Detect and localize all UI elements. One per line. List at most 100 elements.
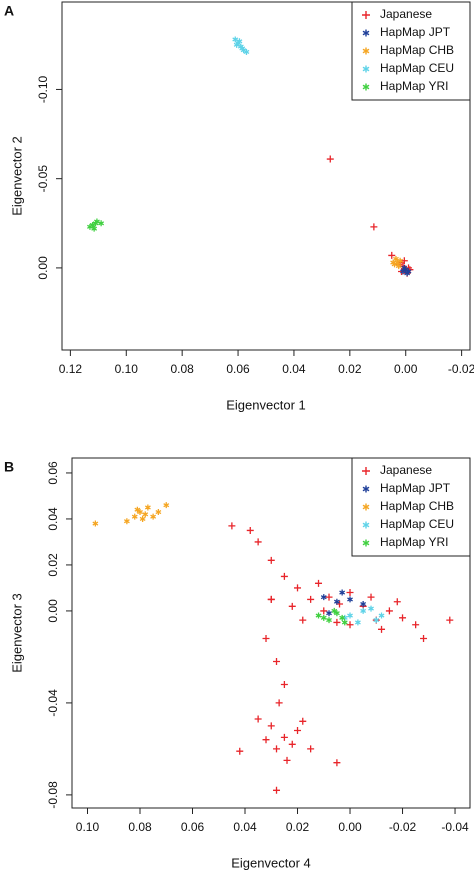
point (326, 617, 332, 624)
legend-label: Japanese (380, 463, 432, 477)
point (288, 602, 296, 610)
point (347, 596, 353, 603)
y-axis-title: Eigenvector 3 (9, 593, 24, 673)
point (155, 509, 162, 516)
legend-marker (362, 29, 370, 37)
point (400, 257, 408, 265)
point (280, 681, 288, 689)
point (315, 612, 322, 619)
point (294, 727, 302, 735)
y-axis-title: Eigenvector 2 (9, 136, 24, 216)
point (236, 38, 243, 45)
point (294, 584, 302, 592)
x-tick-label: 0.08 (170, 362, 194, 376)
x-axis-title: Eigenvector 1 (226, 397, 306, 412)
legend-marker (362, 47, 370, 55)
x-tick-label: 0.02 (338, 362, 362, 376)
x-tick-label: -0.02 (448, 362, 474, 376)
point (139, 515, 146, 522)
point (446, 616, 454, 624)
legend-marker (362, 65, 370, 73)
point (307, 595, 315, 603)
legend-label: HapMap YRI (380, 79, 448, 93)
y-tick-label: -0.10 (36, 75, 50, 103)
legend-marker (362, 11, 370, 19)
y-tick-label: -0.05 (36, 165, 50, 193)
point (339, 614, 346, 621)
y-tick-label: 0.04 (46, 507, 60, 531)
x-tick-label: 0.12 (59, 362, 83, 376)
point (373, 617, 380, 624)
x-tick-label: 0.06 (226, 362, 250, 376)
point (333, 759, 341, 767)
point (144, 504, 151, 511)
point (299, 616, 307, 624)
point (150, 513, 157, 520)
point (89, 222, 96, 229)
point (288, 740, 296, 748)
legend-label: HapMap CEU (380, 517, 454, 531)
point (385, 607, 393, 615)
point (333, 610, 340, 617)
x-tick-label: 0.04 (282, 362, 306, 376)
point (320, 614, 327, 621)
point (399, 614, 407, 622)
point (273, 786, 281, 794)
point (273, 745, 281, 753)
point (368, 605, 374, 612)
legend-label: Japanese (380, 7, 432, 21)
legend-label: HapMap YRI (380, 535, 448, 549)
legend-label: HapMap CHB (380, 499, 454, 513)
legend-marker (362, 485, 370, 493)
point (98, 220, 105, 227)
x-tick-label: -0.02 (389, 820, 417, 834)
point (134, 506, 141, 513)
point (333, 618, 341, 626)
x-tick-label: -0.04 (441, 820, 469, 834)
point (360, 607, 367, 614)
point (267, 722, 275, 730)
point (163, 502, 170, 509)
point (239, 45, 246, 52)
point (331, 607, 338, 614)
x-tick-label: 0.10 (115, 362, 139, 376)
legend-marker (362, 467, 370, 475)
point (92, 520, 99, 527)
x-tick-label: 0.06 (181, 820, 205, 834)
point (315, 579, 323, 587)
x-tick-label: 0.04 (233, 820, 257, 834)
point (333, 598, 340, 605)
point (246, 526, 254, 534)
point (262, 736, 270, 744)
point (254, 715, 262, 723)
point (390, 259, 397, 266)
point (273, 658, 281, 666)
point (360, 601, 367, 608)
point (233, 41, 240, 48)
legend-marker (362, 539, 370, 547)
point (320, 607, 328, 615)
point (339, 589, 346, 596)
point (367, 593, 375, 601)
y-tick-label: 0.02 (46, 553, 60, 577)
point (137, 509, 143, 516)
point (254, 538, 262, 546)
point (378, 612, 385, 619)
point (388, 251, 396, 259)
point (275, 699, 283, 707)
legend-marker (362, 503, 370, 511)
point (420, 635, 428, 643)
y-tick-label: 0.00 (36, 256, 50, 280)
point (243, 48, 250, 55)
legend-box (351, 1, 471, 101)
panel-label: B (4, 459, 14, 475)
x-tick-label: 0.08 (128, 820, 152, 834)
point (123, 518, 130, 525)
point (370, 223, 378, 231)
x-tick-label: 0.10 (76, 820, 100, 834)
legend-label: HapMap CHB (380, 43, 454, 57)
y-tick-label: 0.06 (46, 461, 60, 485)
point (267, 595, 275, 603)
plot-frame (61, 1, 471, 351)
